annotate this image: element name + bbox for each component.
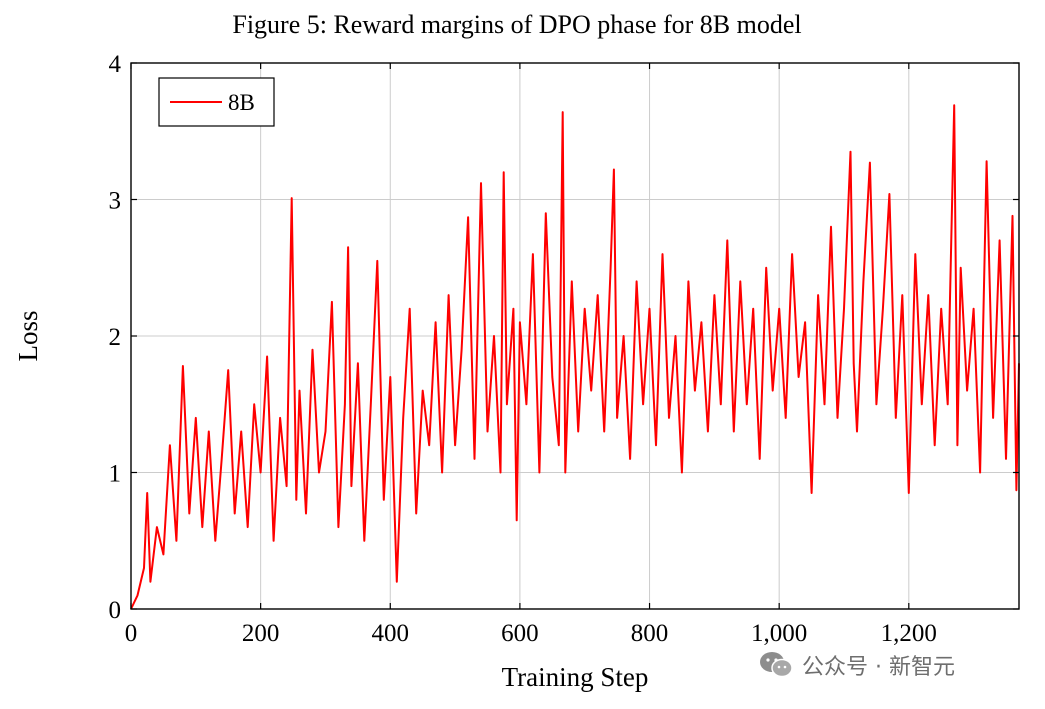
x-tick-label: 200 <box>242 620 280 647</box>
x-tick-label: 0 <box>125 620 138 647</box>
watermark: 公众号 · 新智元 <box>758 648 955 682</box>
y-axis-label: Loss <box>13 310 43 361</box>
y-tick-label: 1 <box>109 461 122 488</box>
x-tick-label: 1,000 <box>751 620 807 647</box>
chart-title: Figure 5: Reward margins of DPO phase fo… <box>232 10 801 39</box>
x-tick-label: 800 <box>631 620 669 647</box>
legend: 8B <box>158 77 275 127</box>
x-tick-label: 600 <box>501 620 539 647</box>
y-tick-label: 4 <box>109 51 122 78</box>
x-tick-label: 400 <box>372 620 410 647</box>
x-axis-label: Training Step <box>502 662 649 692</box>
watermark-text: 公众号 · 新智元 <box>802 655 955 680</box>
y-tick-label: 3 <box>109 188 122 215</box>
series-group <box>130 104 1020 610</box>
y-tick-label: 2 <box>109 324 122 351</box>
legend-label-8b: 8B <box>228 90 255 115</box>
y-tick-label: 0 <box>109 597 122 624</box>
x-tick-label: 1,200 <box>881 620 937 647</box>
wechat-icon <box>760 652 793 678</box>
series-line-8b <box>130 104 1020 610</box>
ticks: 0 200 400 600 800 1,000 1,200 0 1 2 3 4 <box>109 51 1019 647</box>
